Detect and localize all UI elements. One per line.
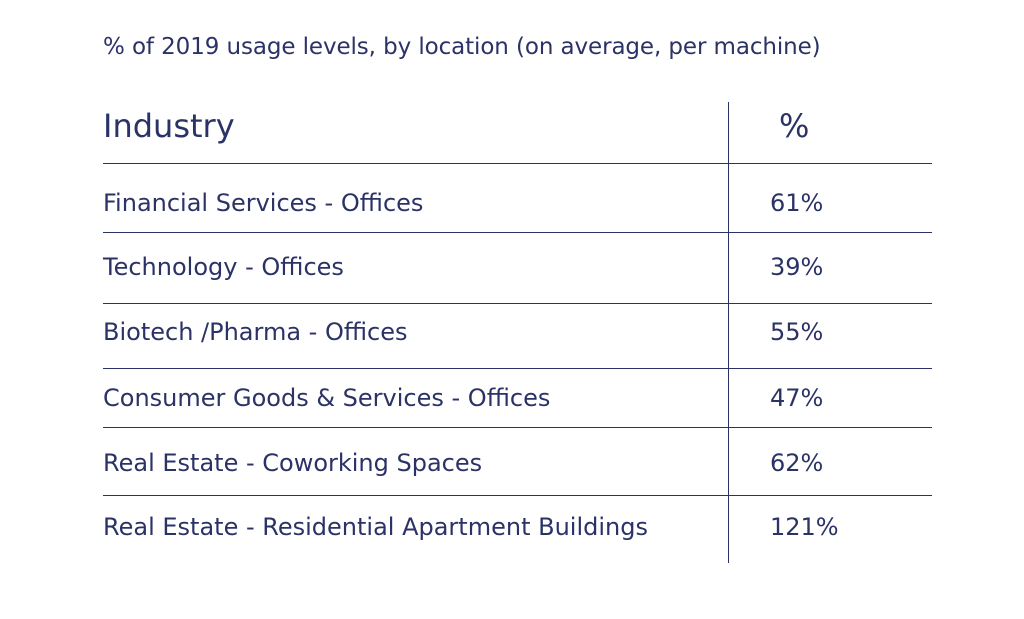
chart-title: % of 2019 usage levels, by location (on …	[103, 34, 821, 60]
row-industry-label: Biotech /Pharma - Offices	[103, 318, 408, 346]
header-percent: %	[779, 107, 810, 145]
header-rule	[103, 163, 932, 164]
row-percent-value: 121%	[770, 513, 839, 541]
row-rule	[103, 495, 932, 496]
row-rule	[103, 303, 932, 304]
row-industry-label: Real Estate - Residential Apartment Buil…	[103, 513, 648, 541]
row-percent-value: 47%	[770, 384, 824, 412]
header-industry: Industry	[103, 107, 235, 145]
row-industry-label: Technology - Offices	[103, 253, 344, 281]
row-percent-value: 55%	[770, 318, 824, 346]
row-rule	[103, 368, 932, 369]
row-industry-label: Consumer Goods & Services - Offices	[103, 384, 551, 412]
row-percent-value: 61%	[770, 189, 824, 217]
row-percent-value: 62%	[770, 449, 824, 477]
row-rule	[103, 232, 932, 233]
row-percent-value: 39%	[770, 253, 824, 281]
column-divider	[728, 102, 729, 563]
row-industry-label: Real Estate - Coworking Spaces	[103, 449, 483, 477]
row-rule	[103, 427, 932, 428]
row-industry-label: Financial Services - Offices	[103, 189, 424, 217]
